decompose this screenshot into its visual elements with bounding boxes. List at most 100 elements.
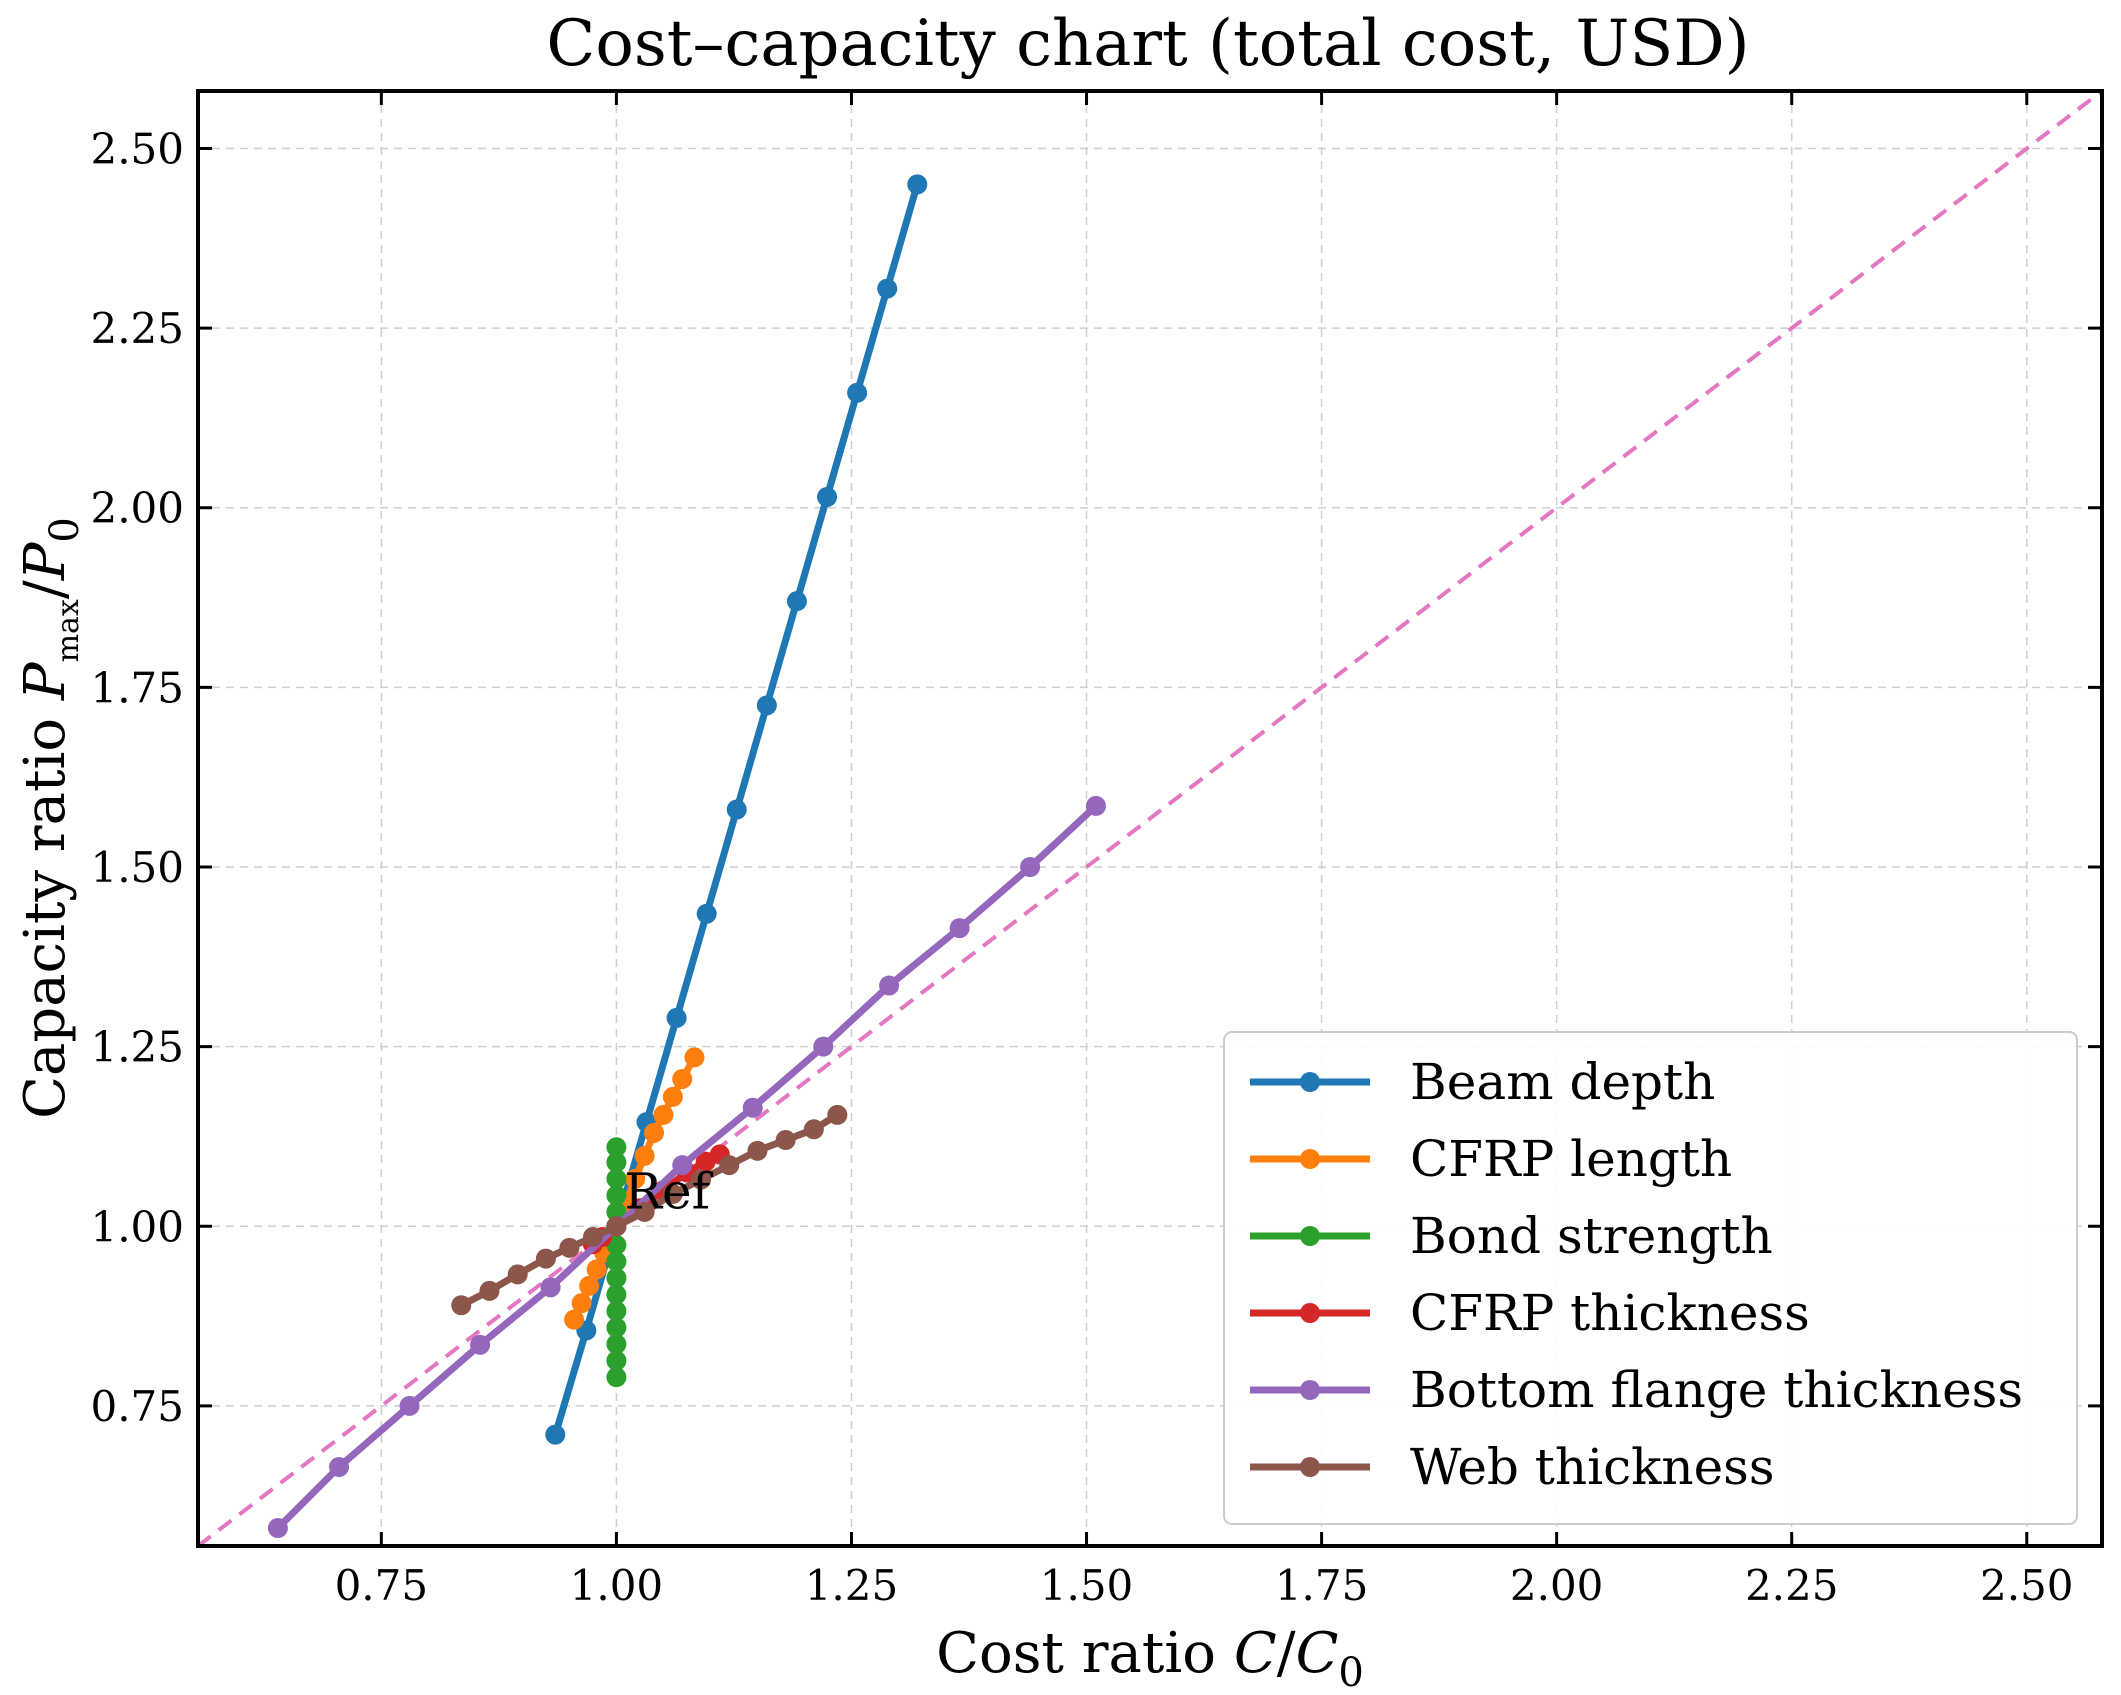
y-tick-label: 1.25 <box>90 1023 184 1072</box>
data-point <box>817 486 838 507</box>
data-point <box>507 1264 528 1285</box>
data-point <box>606 1284 627 1305</box>
x-axis-label-var: C <box>1234 1621 1277 1686</box>
data-point <box>907 174 928 195</box>
plot-frame <box>196 89 2104 1548</box>
y-axis-label-den: P <box>13 541 78 581</box>
data-point <box>564 1309 585 1330</box>
data-point <box>606 1168 627 1189</box>
legend-item: Web thickness <box>1250 1438 1775 1496</box>
x-tick-label: 1.75 <box>1275 1561 1369 1610</box>
x-tick-label: 2.25 <box>1745 1561 1839 1610</box>
data-point <box>662 1183 683 1204</box>
data-point <box>606 1185 627 1206</box>
legend-swatch-marker <box>1300 1303 1320 1323</box>
data-point <box>786 591 807 612</box>
reference-line-y-equals-x <box>196 89 2104 1548</box>
data-point <box>582 1227 603 1248</box>
data-point <box>606 1367 627 1388</box>
data-point <box>672 1068 693 1089</box>
legend-box <box>1223 1031 2078 1525</box>
data-point <box>634 1145 655 1166</box>
data-point <box>470 1334 491 1355</box>
data-point <box>691 1169 712 1190</box>
data-point <box>726 799 747 820</box>
data-point <box>606 1152 627 1173</box>
data-point <box>696 903 717 924</box>
data-point <box>877 278 898 299</box>
data-point <box>775 1130 796 1151</box>
data-point <box>535 1248 556 1269</box>
data-point <box>949 918 970 939</box>
y-tick-label: 1.50 <box>90 843 184 892</box>
x-tick-label: 0.75 <box>335 1561 429 1610</box>
y-tick-label: 0.75 <box>90 1382 184 1431</box>
data-point <box>662 1086 683 1107</box>
data-point <box>719 1155 740 1176</box>
legend-label: CFRP thickness <box>1410 1284 1810 1342</box>
series-6 <box>451 1104 848 1316</box>
y-tick-label: 2.00 <box>90 484 184 533</box>
y-axis-label-var-sub: max <box>51 599 86 662</box>
data-point <box>847 382 868 403</box>
data-point <box>267 1518 288 1539</box>
series-5 <box>267 795 1106 1539</box>
x-tick-label: 2.50 <box>1980 1561 2074 1610</box>
data-point <box>672 1155 693 1176</box>
data-point <box>742 1097 763 1118</box>
x-axis-label-prefix: Cost ratio <box>936 1621 1234 1686</box>
legend-swatch-marker <box>1300 1149 1320 1169</box>
legend-label: Bond strength <box>1410 1207 1773 1265</box>
data-point <box>803 1119 824 1140</box>
data-point <box>827 1104 848 1125</box>
legend-item: Bond strength <box>1250 1207 1773 1265</box>
data-point <box>451 1295 472 1316</box>
data-point <box>625 1168 646 1189</box>
data-point <box>606 1137 627 1158</box>
series-3 <box>606 1137 627 1388</box>
x-axis-label-den: C <box>1296 1621 1339 1686</box>
data-point <box>606 1251 627 1272</box>
data-point <box>879 975 900 996</box>
legend-item: Beam depth <box>1250 1053 1715 1111</box>
data-point <box>634 1201 655 1222</box>
x-tick-label: 1.00 <box>570 1561 664 1610</box>
y-axis-label-sep: / <box>13 580 78 599</box>
x-tick-label: 1.50 <box>1040 1561 1134 1610</box>
data-point <box>545 1424 566 1445</box>
x-axis-label-sep: / <box>1277 1621 1296 1686</box>
data-point <box>579 1275 600 1296</box>
series-layer <box>267 174 1106 1539</box>
data-point <box>606 1317 627 1338</box>
x-axis-label: Cost ratio C/C0 <box>936 1621 1364 1695</box>
y-axis-label-den-sub: 0 <box>42 517 88 542</box>
y-tick-label: 2.50 <box>90 124 184 173</box>
ref-annotation: Ref <box>624 1162 713 1220</box>
legend-label: CFRP length <box>1410 1130 1732 1188</box>
legend-swatch-marker <box>1300 1226 1320 1246</box>
data-point <box>606 1350 627 1371</box>
data-point <box>559 1237 580 1258</box>
tick-layer: 0.75 1.00 1.25 1.50 1.75 2.00 2.25 2.50 0.75 1.00… <box>90 91 2102 1610</box>
x-tick-label: 1.25 <box>805 1561 899 1610</box>
data-point <box>666 1007 687 1028</box>
data-point <box>606 1267 627 1288</box>
data-point <box>684 1047 705 1068</box>
legend-item: Bottom flange thickness <box>1250 1361 2023 1419</box>
data-point <box>653 1104 674 1125</box>
data-point <box>1020 857 1041 877</box>
data-point <box>606 1301 627 1322</box>
y-axis-label-prefix: Capacity ratio <box>13 700 78 1119</box>
annotation-layer: Ref <box>624 1162 713 1220</box>
data-point <box>756 695 777 716</box>
data-point <box>479 1280 500 1301</box>
data-point <box>644 1122 665 1143</box>
legend-label: Bottom flange thickness <box>1410 1361 2023 1419</box>
legend-label: Beam depth <box>1410 1053 1715 1111</box>
legend-items: Beam depth CFRP length Bond strength CFRP t… <box>1250 1053 2023 1496</box>
data-point <box>747 1140 768 1161</box>
data-point <box>540 1277 561 1298</box>
legend: Beam depth CFRP length Bond strength CFRP t… <box>1223 1031 2078 1525</box>
data-point <box>606 1334 627 1355</box>
